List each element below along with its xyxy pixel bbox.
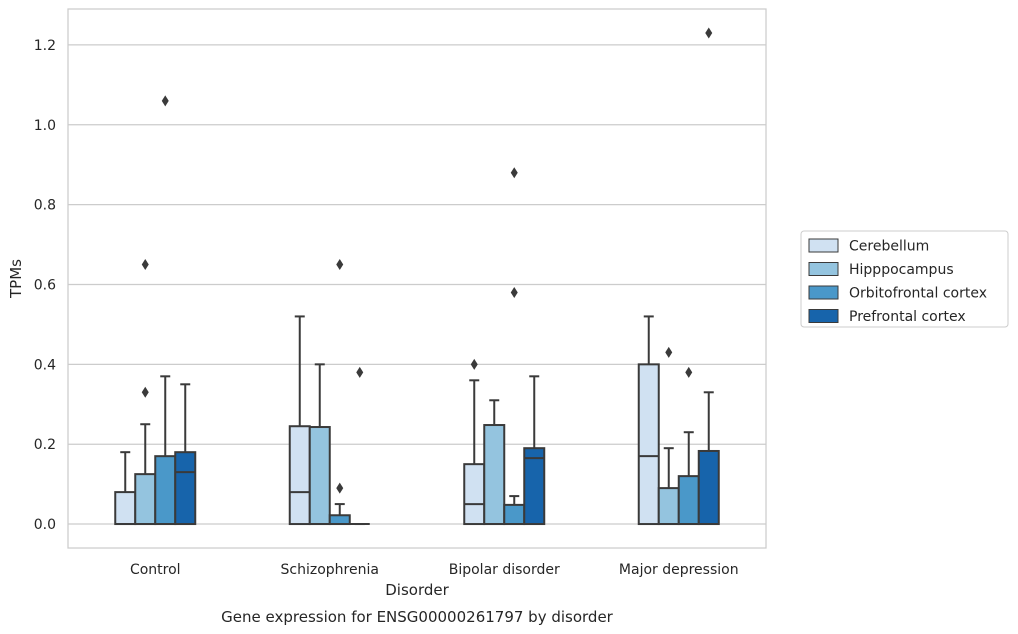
outlier-point bbox=[336, 482, 344, 494]
box bbox=[114, 451, 137, 526]
box bbox=[677, 366, 700, 526]
legend-swatch bbox=[808, 262, 839, 276]
box bbox=[308, 363, 331, 526]
plot-frame bbox=[67, 8, 767, 549]
box-body bbox=[677, 475, 700, 526]
legend-frame bbox=[800, 230, 1009, 328]
box-body bbox=[308, 426, 331, 526]
box bbox=[174, 383, 197, 526]
outlier-point bbox=[141, 386, 149, 398]
outlier-point bbox=[705, 27, 713, 39]
y-tick-label: 0.2 bbox=[34, 437, 56, 453]
box bbox=[463, 358, 486, 526]
legend-label: Cerebellum bbox=[849, 239, 929, 255]
x-tick-label: Control bbox=[130, 562, 181, 578]
y-tick-label: 1.0 bbox=[34, 118, 56, 134]
box-body bbox=[174, 451, 197, 526]
y-tick-label: 0.4 bbox=[34, 357, 56, 373]
box-body bbox=[637, 363, 660, 526]
x-axis-label: Disorder bbox=[385, 581, 449, 599]
box-body bbox=[523, 447, 546, 526]
outlier-point bbox=[470, 358, 478, 370]
outlier-point bbox=[665, 346, 673, 358]
box bbox=[697, 27, 720, 526]
y-tick-labels: 0.0 0.2 0.4 0.6 0.8 1.0 1.2 bbox=[34, 38, 56, 533]
y-tick-label: 1.2 bbox=[34, 38, 56, 54]
legend-swatch bbox=[808, 309, 839, 323]
box bbox=[154, 95, 177, 526]
legend: Cerebellum Hipppocampus Orbitofrontal cort… bbox=[800, 230, 1009, 328]
y-tick-label: 0.8 bbox=[34, 198, 56, 214]
outlier-point bbox=[356, 366, 364, 378]
x-tick-label: Major depression bbox=[619, 562, 739, 578]
legend-label: Hipppocampus bbox=[849, 262, 954, 278]
box-body bbox=[114, 491, 137, 526]
box bbox=[503, 167, 526, 526]
outlier-point bbox=[336, 259, 344, 271]
box-series bbox=[114, 27, 720, 526]
box-body bbox=[154, 455, 177, 526]
outlier-point bbox=[161, 95, 169, 107]
x-tick-label: Bipolar disorder bbox=[449, 562, 560, 578]
legend-label: Prefrontal cortex bbox=[849, 309, 966, 325]
outlier-point bbox=[141, 259, 149, 271]
box bbox=[134, 259, 157, 526]
box-body bbox=[657, 487, 680, 526]
box-body bbox=[288, 425, 311, 526]
outlier-point bbox=[510, 286, 518, 298]
outlier-point bbox=[685, 366, 693, 378]
y-tick-label: 0.0 bbox=[34, 517, 56, 533]
y-axis-label: TPMs bbox=[7, 259, 25, 299]
box bbox=[483, 399, 506, 526]
box bbox=[328, 259, 351, 526]
legend-label: Orbitofrontal cortex bbox=[849, 286, 987, 302]
box-body bbox=[463, 463, 486, 526]
box-body bbox=[503, 503, 526, 526]
x-tick-labels: Control Schizophrenia Bipolar disorder Majo… bbox=[130, 562, 739, 578]
box bbox=[288, 315, 311, 526]
legend-swatch bbox=[808, 238, 839, 253]
box-body bbox=[134, 473, 157, 526]
box bbox=[523, 375, 546, 526]
box bbox=[657, 346, 680, 526]
x-tick-label: Schizophrenia bbox=[281, 562, 379, 578]
legend-swatch bbox=[808, 285, 839, 300]
box-body bbox=[328, 514, 351, 526]
chart-caption: Gene expression for ENSG00000261797 by d… bbox=[221, 608, 614, 626]
grid-lines bbox=[68, 44, 766, 525]
y-tick-label: 0.6 bbox=[34, 277, 56, 293]
outlier-point bbox=[510, 167, 518, 179]
box-body bbox=[697, 449, 720, 526]
box bbox=[349, 366, 370, 526]
box-body bbox=[483, 424, 506, 526]
box bbox=[637, 315, 660, 526]
